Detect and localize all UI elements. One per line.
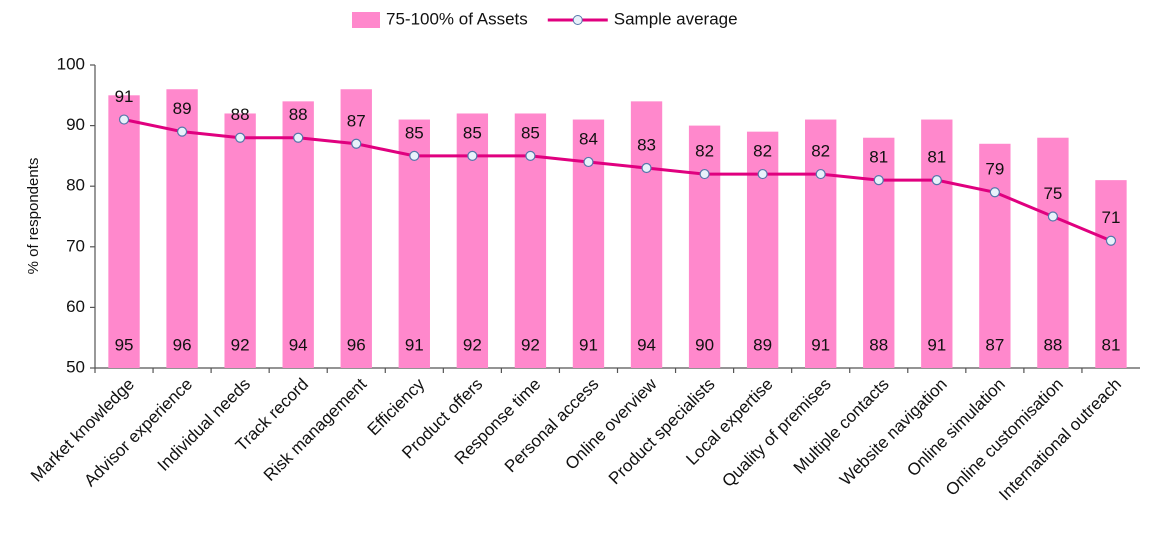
bar	[1037, 137, 1069, 368]
line-value-label: 84	[579, 129, 598, 148]
bar-value-label: 95	[115, 335, 134, 354]
y-tick-label: 70	[66, 236, 85, 255]
y-tick-label: 60	[66, 297, 85, 316]
line-marker	[525, 150, 536, 161]
line-marker	[409, 150, 420, 161]
bar-value-label: 92	[521, 335, 540, 354]
bar-value-label: 96	[347, 335, 366, 354]
line-value-label: 88	[231, 105, 250, 124]
legend-marker	[572, 15, 583, 25]
y-tick-label: 100	[57, 54, 85, 73]
line-marker	[1047, 211, 1059, 222]
x-tick-label: Online simulation	[903, 375, 1009, 481]
bar-value-label: 91	[927, 335, 946, 354]
line-value-label: 71	[1102, 208, 1121, 227]
y-tick-label: 50	[66, 357, 85, 376]
bar-value-label: 81	[1102, 335, 1121, 354]
bar	[688, 125, 721, 368]
legend-label: Sample average	[614, 9, 738, 28]
bar-value-label: 91	[579, 335, 598, 354]
y-tick-label: 80	[66, 176, 85, 195]
bar	[805, 119, 837, 368]
y-tick-label: 90	[66, 115, 85, 134]
legend-swatch	[352, 12, 380, 28]
bar	[746, 131, 779, 368]
bar-value-label: 88	[869, 335, 888, 354]
line-marker	[641, 162, 652, 174]
bar	[224, 113, 256, 368]
x-tick-label: Advisor experience	[80, 375, 196, 491]
bar-value-label: 91	[811, 335, 830, 354]
line-value-label: 89	[173, 99, 192, 118]
line-marker	[351, 138, 362, 149]
line-marker	[815, 168, 826, 180]
line-value-label: 85	[405, 123, 424, 142]
legend-label: 75-100% of Assets	[386, 9, 528, 28]
line-marker	[1105, 235, 1117, 246]
y-axis-label: % of respondents	[25, 158, 42, 275]
bar	[572, 119, 605, 368]
line-value-label: 91	[115, 87, 134, 106]
line-value-label: 81	[927, 148, 946, 167]
line-value-label: 83	[637, 136, 656, 155]
line-marker	[989, 187, 1000, 198]
x-tick-label: Market knowledge	[27, 375, 138, 486]
bar	[340, 89, 372, 369]
line-marker	[931, 175, 942, 186]
x-tick-label: Risk management	[260, 374, 371, 485]
line-value-label: 87	[347, 111, 366, 130]
bar	[282, 101, 314, 369]
line-marker	[118, 114, 130, 125]
bar-value-label: 87	[985, 335, 1004, 354]
bar-value-label: 92	[231, 335, 250, 354]
bar-value-label: 88	[1043, 335, 1062, 354]
x-tick-label: Website navigation	[836, 375, 951, 490]
bar-value-label: 89	[753, 335, 772, 354]
line-marker	[873, 175, 884, 186]
line-value-label: 82	[811, 142, 830, 161]
line-value-label: 81	[869, 148, 888, 167]
line-value-label: 85	[463, 123, 482, 142]
line-marker	[699, 168, 710, 180]
bar	[630, 101, 663, 369]
line-marker	[293, 132, 304, 143]
line-marker	[757, 168, 768, 180]
bar-value-label: 90	[695, 335, 714, 354]
x-tick-label: Product specialists	[605, 375, 719, 489]
bar-value-label: 92	[463, 335, 482, 354]
bar	[1095, 180, 1127, 368]
line-value-label: 88	[289, 105, 308, 124]
line-marker	[583, 156, 594, 168]
line-value-label: 79	[985, 160, 1004, 179]
line	[123, 118, 1112, 243]
bar-value-label: 91	[405, 335, 424, 354]
line-value-label: 82	[695, 142, 714, 161]
bar-value-label: 94	[289, 335, 308, 354]
line-marker	[467, 150, 478, 161]
line-value-label: 75	[1043, 184, 1062, 203]
bar	[921, 119, 953, 368]
bar	[108, 95, 140, 369]
line-marker	[176, 126, 188, 137]
line-value-label: 85	[521, 123, 540, 142]
x-tick-label: Quality of premises	[718, 375, 834, 491]
bar-value-label: 94	[637, 335, 656, 354]
bar-value-label: 96	[173, 335, 192, 354]
line-marker	[235, 132, 246, 143]
bar	[863, 137, 895, 368]
bar	[979, 143, 1011, 368]
line-value-label: 82	[753, 142, 772, 161]
